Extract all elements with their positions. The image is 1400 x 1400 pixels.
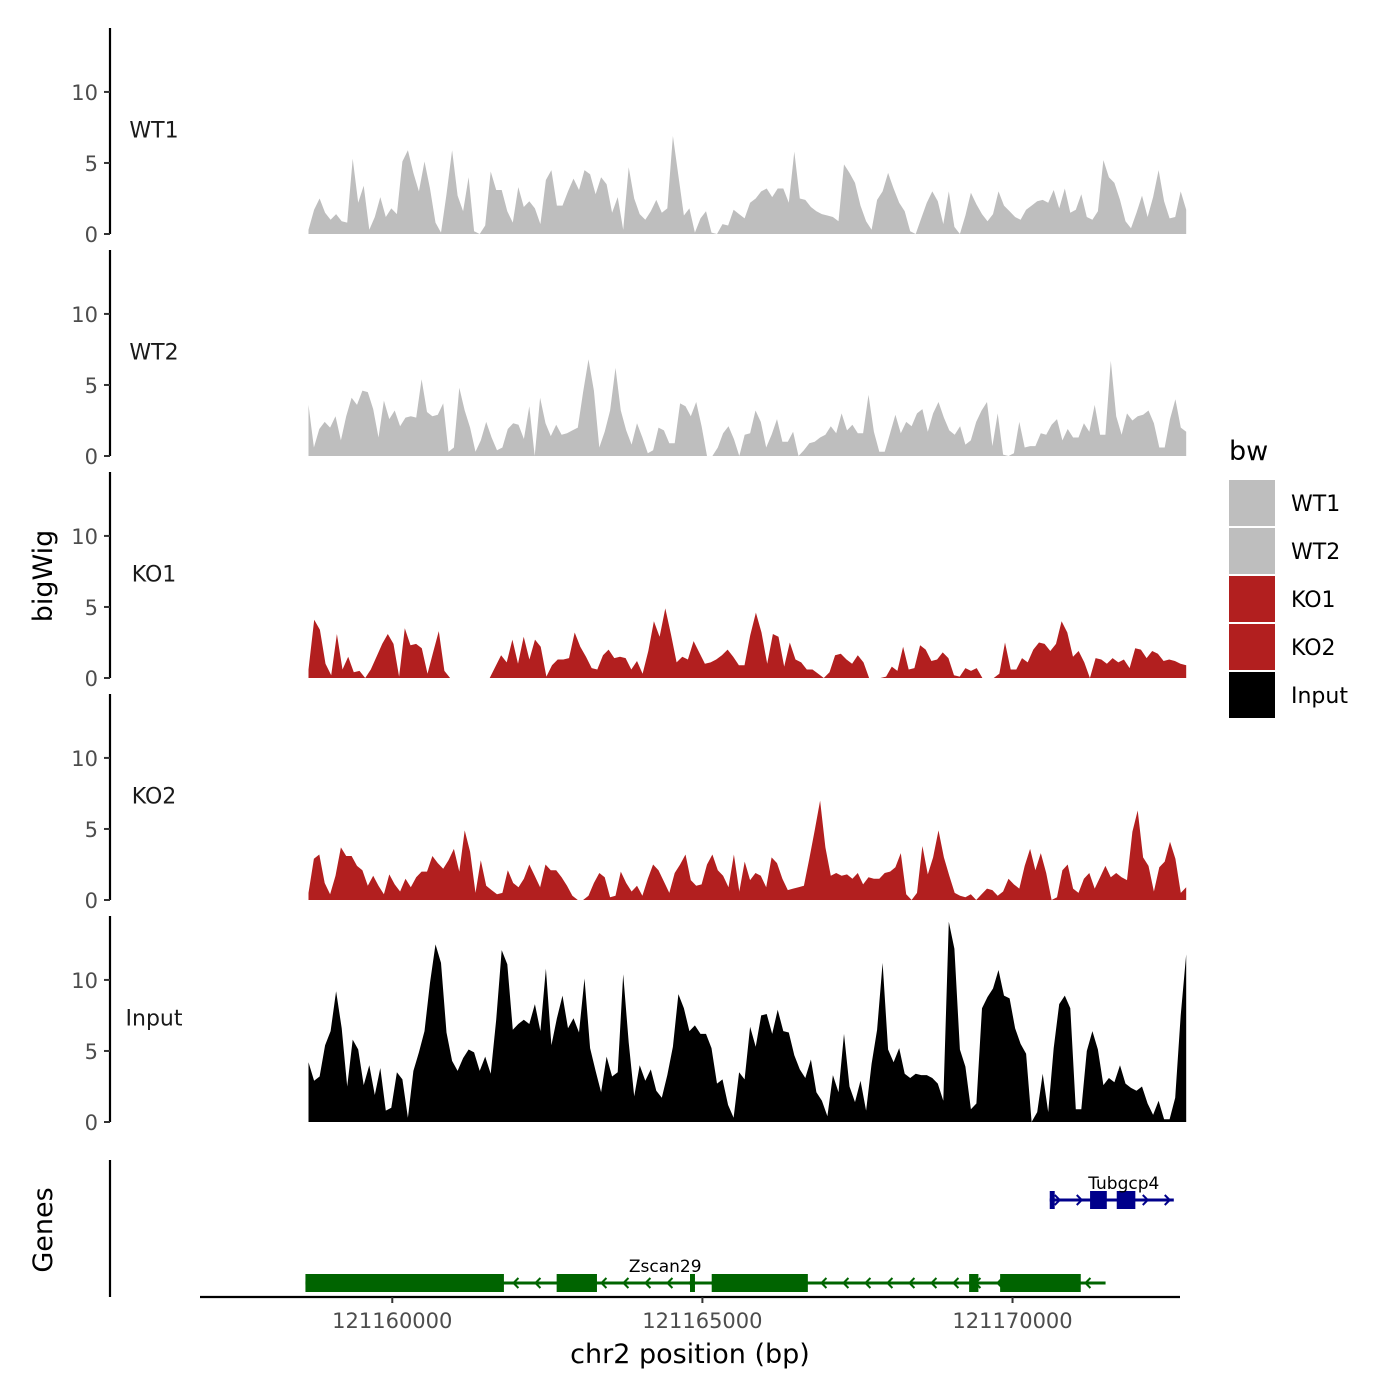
- legend-key-ko2: [1229, 624, 1275, 670]
- legend: bw WT1 WT2 KO1 KO2 Input: [1229, 436, 1348, 718]
- coverage-tracks: 0 5 10 WT1 0 5 10 WT2 0 5 10 KO1 0 5 10 KO2 0 5 10 Input: [71, 28, 1187, 1135]
- legend-label: KO2: [1291, 636, 1336, 661]
- strand-arrow: [1084, 1277, 1092, 1289]
- strand-arrow: [622, 1277, 630, 1289]
- strand-arrow: [952, 1277, 960, 1289]
- strand-arrow: [908, 1277, 916, 1289]
- strand-arrow: [534, 1277, 542, 1289]
- strand-arrow: [666, 1277, 674, 1289]
- coverage-area-input: [308, 921, 1187, 1122]
- strand-arrow: [1142, 1194, 1150, 1206]
- y-tick-label: 10: [71, 81, 98, 105]
- gene-tubgcp4: Tubgcp4: [1049, 1174, 1174, 1209]
- strand-arrow: [1164, 1194, 1172, 1206]
- track-label: WT2: [129, 340, 178, 365]
- strand-arrow: [886, 1277, 894, 1289]
- track-label: WT1: [129, 118, 178, 143]
- coverage-area-wt1: [308, 136, 1187, 234]
- legend-label: WT2: [1291, 540, 1340, 565]
- strand-arrow: [864, 1277, 872, 1289]
- x-tick-label: 121165000: [642, 1309, 762, 1333]
- track-input: 0 5 10 Input: [71, 916, 1187, 1135]
- y-axis-title: bigWig: [28, 530, 59, 623]
- track-wt1: 0 5 10 WT1: [71, 28, 1187, 247]
- y-tick-label: 0: [85, 1111, 98, 1135]
- x-axis-title: chr2 position (bp): [570, 1339, 810, 1370]
- gene-exon: [1116, 1191, 1136, 1209]
- gene-name-label: Zscan29: [629, 1257, 702, 1277]
- x-tick-label: 121170000: [952, 1309, 1072, 1333]
- x-tick-label: 121160000: [332, 1309, 452, 1333]
- y-tick-label: 5: [85, 152, 98, 176]
- y-tick-label: 10: [71, 969, 98, 993]
- track-wt2: 0 5 10 WT2: [71, 250, 1187, 469]
- y-tick-label: 0: [85, 445, 98, 469]
- strand-arrow: [512, 1277, 520, 1289]
- y-tick-label: 5: [85, 596, 98, 620]
- coverage-area-ko2: [308, 800, 1187, 900]
- y-tick-label: 10: [71, 525, 98, 549]
- strand-arrow: [820, 1277, 828, 1289]
- strand-arrow: [930, 1277, 938, 1289]
- gene-exon: [305, 1274, 504, 1292]
- legend-title: bw: [1229, 436, 1268, 467]
- coverage-area-wt2: [308, 359, 1187, 456]
- y-tick-label: 10: [71, 747, 98, 771]
- legend-label: WT1: [1291, 492, 1340, 517]
- strand-arrow: [1076, 1194, 1084, 1206]
- y-tick-label: 5: [85, 1040, 98, 1064]
- gene-track: Tubgcp4 Zscan29: [108, 1160, 1174, 1297]
- track-label: Input: [126, 1006, 183, 1031]
- legend-key-ko1: [1229, 576, 1275, 622]
- genes-axis-title: Genes: [28, 1187, 59, 1272]
- gene-exon: [711, 1274, 808, 1292]
- track-label: KO1: [132, 562, 177, 587]
- legend-key-wt2: [1229, 528, 1275, 574]
- y-tick-label: 0: [85, 223, 98, 247]
- track-ko1: 0 5 10 KO1: [71, 472, 1187, 691]
- gene-exon: [556, 1274, 597, 1292]
- y-tick-label: 5: [85, 818, 98, 842]
- y-tick-label: 5: [85, 374, 98, 398]
- legend-key-input: [1229, 672, 1275, 718]
- legend-key-wt1: [1229, 480, 1275, 526]
- gene-zscan29: Zscan29: [305, 1257, 1106, 1292]
- track-label: KO2: [132, 784, 177, 809]
- legend-label: KO1: [1291, 588, 1336, 613]
- gene-exon: [690, 1274, 695, 1292]
- y-tick-label: 0: [85, 889, 98, 913]
- gene-exon: [1049, 1191, 1055, 1209]
- x-axis: 121160000 121165000 121170000: [200, 1295, 1180, 1333]
- gene-name-label: Tubgcp4: [1087, 1174, 1159, 1194]
- gene-exon: [969, 1274, 979, 1292]
- y-tick-label: 0: [85, 667, 98, 691]
- y-tick-label: 10: [71, 303, 98, 327]
- strand-arrow: [842, 1277, 850, 1289]
- track-ko2: 0 5 10 KO2: [71, 694, 1187, 913]
- coverage-area-ko1: [308, 608, 1187, 678]
- gene-exon: [1000, 1274, 1081, 1292]
- strand-arrow: [644, 1277, 652, 1289]
- strand-arrow: [600, 1277, 608, 1289]
- strand-arrow: [1054, 1194, 1062, 1206]
- gene-exon: [1090, 1191, 1107, 1209]
- legend-label: Input: [1291, 684, 1348, 709]
